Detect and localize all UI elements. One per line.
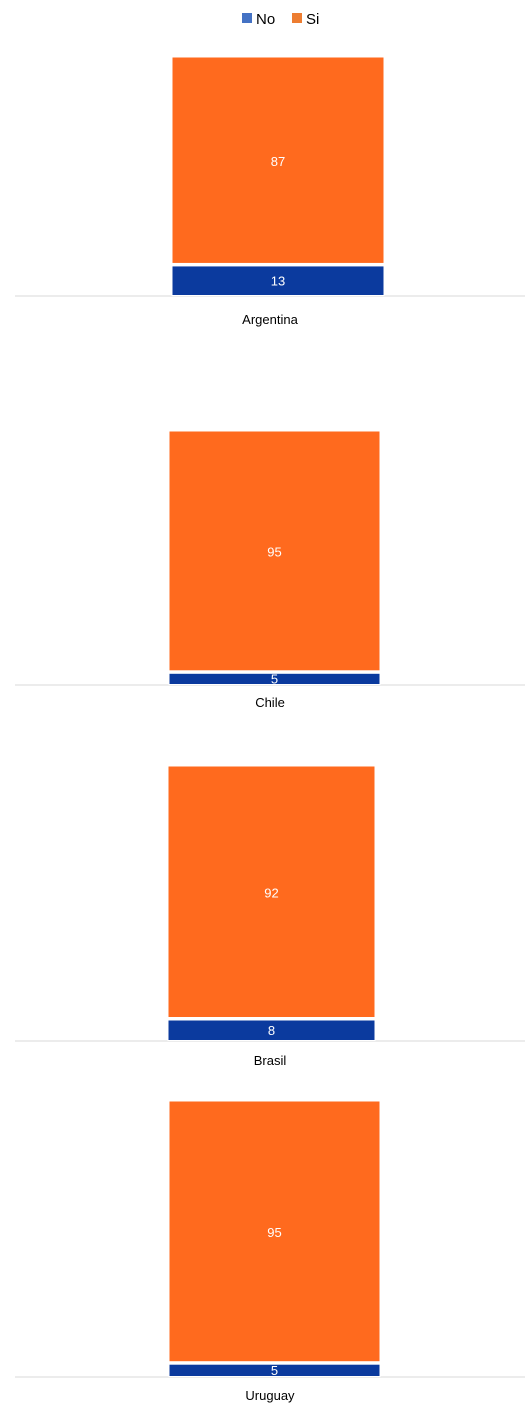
data-label-no-uruguay: 5: [271, 1363, 278, 1378]
category-label-chile: Chile: [255, 695, 285, 710]
legend-swatch-si: [292, 13, 302, 23]
category-label-uruguay: Uruguay: [245, 1388, 295, 1403]
category-label-argentina: Argentina: [242, 312, 298, 327]
chart-panel-chile: 5 95 Chile: [15, 430, 525, 710]
bar-no-argentina: [171, 265, 385, 296]
chart-legend: No Si: [242, 11, 319, 28]
data-label-no-chile: 5: [271, 672, 278, 687]
data-label-si-argentina: 87: [271, 154, 285, 169]
bar-no-brasil: [167, 1019, 376, 1041]
bar-no-uruguay: [168, 1363, 381, 1377]
data-label-si-chile: 95: [267, 545, 281, 560]
data-label-no-brasil: 8: [268, 1023, 275, 1038]
data-label-si-uruguay: 95: [267, 1225, 281, 1240]
bar-si-uruguay: [168, 1100, 381, 1363]
data-label-si-brasil: 92: [264, 886, 278, 901]
bar-si-chile: [168, 430, 381, 672]
category-label-brasil: Brasil: [254, 1053, 287, 1068]
bar-si-argentina: [171, 56, 385, 264]
chart-panel-brasil: 8 92 Brasil: [15, 765, 525, 1068]
chart-panel-argentina: 13 87 Argentina: [15, 56, 525, 327]
data-label-no-argentina: 13: [271, 273, 285, 288]
bar-no-chile: [168, 672, 381, 685]
bar-si-brasil: [167, 765, 376, 1018]
legend-swatch-no: [242, 13, 252, 23]
legend-label-no: No: [256, 11, 275, 28]
legend-label-si: Si: [306, 11, 319, 28]
chart-panel-uruguay: 5 95 Uruguay: [15, 1100, 525, 1403]
chart-panels: 13 87 Argentina 5 95 Chile 8 92 Brasil 5 95 Uruguay: [15, 56, 525, 1403]
